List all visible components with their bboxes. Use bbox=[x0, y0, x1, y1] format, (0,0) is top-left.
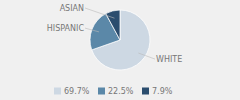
leader-line bbox=[85, 8, 114, 18]
annotations: WHITE HISPANIC ASIAN bbox=[47, 4, 182, 64]
legend-swatch bbox=[98, 88, 105, 95]
legend-label: 7.9% bbox=[152, 87, 173, 96]
legend-label: 22.5% bbox=[108, 87, 134, 96]
legend-swatch bbox=[142, 88, 149, 95]
leader-line bbox=[138, 53, 155, 59]
leader-line bbox=[85, 28, 99, 32]
slice bbox=[106, 10, 120, 40]
legend-label: 69.7% bbox=[64, 87, 90, 96]
annotation: WHITE bbox=[156, 55, 182, 64]
annotation: HISPANIC bbox=[47, 24, 85, 33]
legend: 69.7% 22.5% 7.9% bbox=[54, 87, 173, 96]
annotation: ASIAN bbox=[60, 4, 84, 13]
pie bbox=[90, 10, 150, 70]
legend-swatch bbox=[54, 88, 61, 95]
chart: WHITE HISPANIC ASIAN 69.7% 22.5% 7.9% bbox=[0, 0, 240, 100]
